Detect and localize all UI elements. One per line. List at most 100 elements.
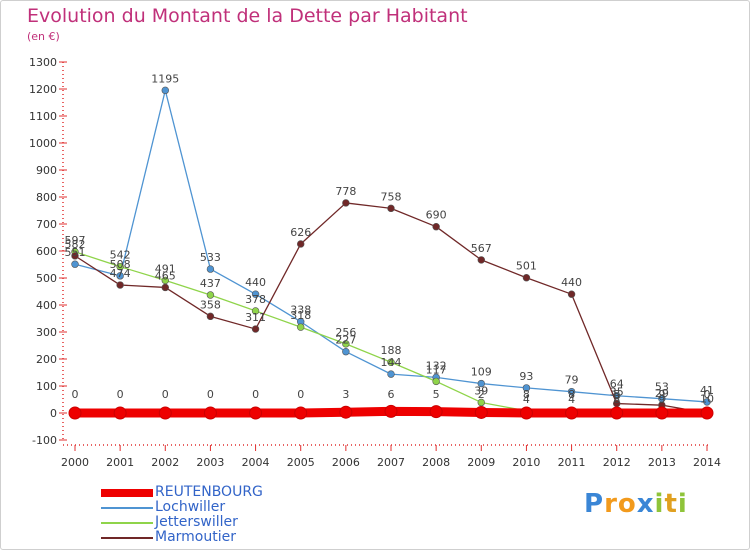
data-label: 0: [162, 388, 169, 401]
data-point-marmoutier: [161, 283, 169, 292]
data-label: 567: [471, 242, 492, 255]
data-label: 8: [613, 393, 620, 406]
data-label: 9: [658, 393, 665, 406]
data-point-marmoutier: [432, 223, 440, 231]
x-tick-label: 2012: [603, 456, 631, 469]
y-tick-label: 200: [36, 353, 57, 366]
data-label: 542: [110, 249, 131, 262]
y-tick-label: 300: [36, 326, 57, 339]
x-tick-label: 2009: [467, 456, 495, 469]
y-tick-label: -100: [32, 434, 57, 447]
data-point-reutenbourg: [700, 406, 714, 420]
data-point-reutenbourg: [158, 406, 172, 420]
data-label: 10: [700, 392, 714, 405]
data-label: 1195: [151, 72, 179, 85]
data-point-lochwiller: [161, 86, 169, 95]
data-point-jetterswiller: [432, 377, 440, 386]
x-tick-label: 2003: [196, 456, 224, 469]
data-label: 6: [388, 388, 395, 401]
x-tick-label: 2011: [558, 456, 586, 469]
data-label: 0: [117, 388, 124, 401]
data-point-lochwiller: [703, 398, 711, 406]
data-label: 338: [290, 304, 311, 317]
data-point-jetterswiller: [251, 307, 260, 315]
data-label: 4: [568, 393, 575, 406]
data-label: 474: [110, 267, 131, 280]
x-tick-label: 2014: [693, 456, 721, 469]
data-label: 318: [290, 309, 311, 322]
legend-swatch: [101, 507, 153, 509]
data-point-lochwiller: [71, 260, 79, 268]
data-label: 8: [523, 388, 530, 401]
series-lines: [68, 86, 714, 420]
data-point-reutenbourg: [249, 406, 263, 420]
data-point-marmoutier: [206, 312, 215, 321]
x-tick-label: 2000: [61, 456, 89, 469]
data-label: 758: [381, 190, 402, 203]
data-label: 2: [478, 388, 485, 401]
logo-letter: r: [604, 489, 618, 519]
data-point-reutenbourg: [339, 405, 353, 419]
data-point-reutenbourg: [610, 406, 624, 420]
data-point-reutenbourg: [519, 406, 533, 420]
y-tick-label: 800: [36, 191, 57, 204]
data-point-reutenbourg: [655, 406, 669, 420]
data-label: 227: [335, 334, 356, 347]
data-label: 582: [65, 238, 86, 251]
legend-label: Jetterswiller: [155, 514, 238, 530]
data-label: 109: [471, 366, 492, 379]
legend-label: Marmoutier: [155, 529, 236, 545]
data-point-lochwiller: [522, 384, 531, 392]
y-tick-label: 1100: [29, 110, 57, 123]
data-label: 144: [381, 356, 402, 369]
data-label: 5: [433, 388, 440, 401]
data-label: 491: [155, 262, 176, 275]
data-label: 311: [245, 311, 266, 324]
data-point-jetterswiller: [387, 358, 395, 366]
data-point-marmoutier: [297, 240, 305, 248]
data-point-marmoutier: [342, 199, 350, 207]
data-label: 8: [613, 388, 620, 401]
data-point-reutenbourg: [294, 406, 308, 420]
legend-swatch: [101, 522, 153, 524]
x-tick-label: 2002: [151, 456, 179, 469]
data-label: 440: [561, 276, 582, 289]
x-tick-label: 2004: [242, 456, 270, 469]
data-label: 35: [610, 386, 624, 399]
y-tick-label: 700: [36, 218, 57, 231]
data-point-reutenbourg: [113, 406, 127, 420]
data-label: 0: [704, 388, 711, 401]
data-point-lochwiller: [387, 370, 395, 378]
logo-letter: x: [636, 489, 655, 519]
x-tick-label: 2005: [287, 456, 315, 469]
data-label: 132: [426, 359, 447, 372]
y-tick-label: 400: [36, 299, 57, 312]
data-label: 64: [610, 378, 624, 391]
data-point-marmoutier: [71, 252, 79, 260]
data-point-reutenbourg: [474, 405, 488, 419]
data-point-marmoutier: [116, 281, 124, 289]
data-label: 508: [110, 258, 131, 271]
data-point-reutenbourg: [203, 406, 217, 420]
data-point-marmoutier: [522, 274, 531, 282]
data-label: 53: [655, 381, 669, 394]
data-label: 626: [290, 226, 311, 239]
logo-letter: t: [664, 489, 678, 519]
data-point-jetterswiller: [297, 323, 305, 331]
data-point-lochwiller: [342, 348, 350, 356]
data-point-marmoutier: [477, 256, 485, 264]
data-label: 465: [155, 269, 176, 282]
logo-letter: o: [617, 489, 637, 519]
data-label: 0: [297, 388, 304, 401]
y-tick-label: 500: [36, 272, 57, 285]
y-tick-label: 1200: [29, 83, 57, 96]
data-point-lochwiller: [206, 265, 215, 273]
logo-letter: i: [654, 489, 665, 519]
data-label: 8: [568, 388, 575, 401]
data-point-jetterswiller: [206, 291, 215, 299]
data-point-reutenbourg: [68, 406, 82, 420]
data-label: 358: [200, 298, 221, 311]
x-tick-label: 2010: [512, 456, 540, 469]
logo-letter: i: [677, 489, 688, 519]
y-tick-label: 100: [36, 380, 57, 393]
